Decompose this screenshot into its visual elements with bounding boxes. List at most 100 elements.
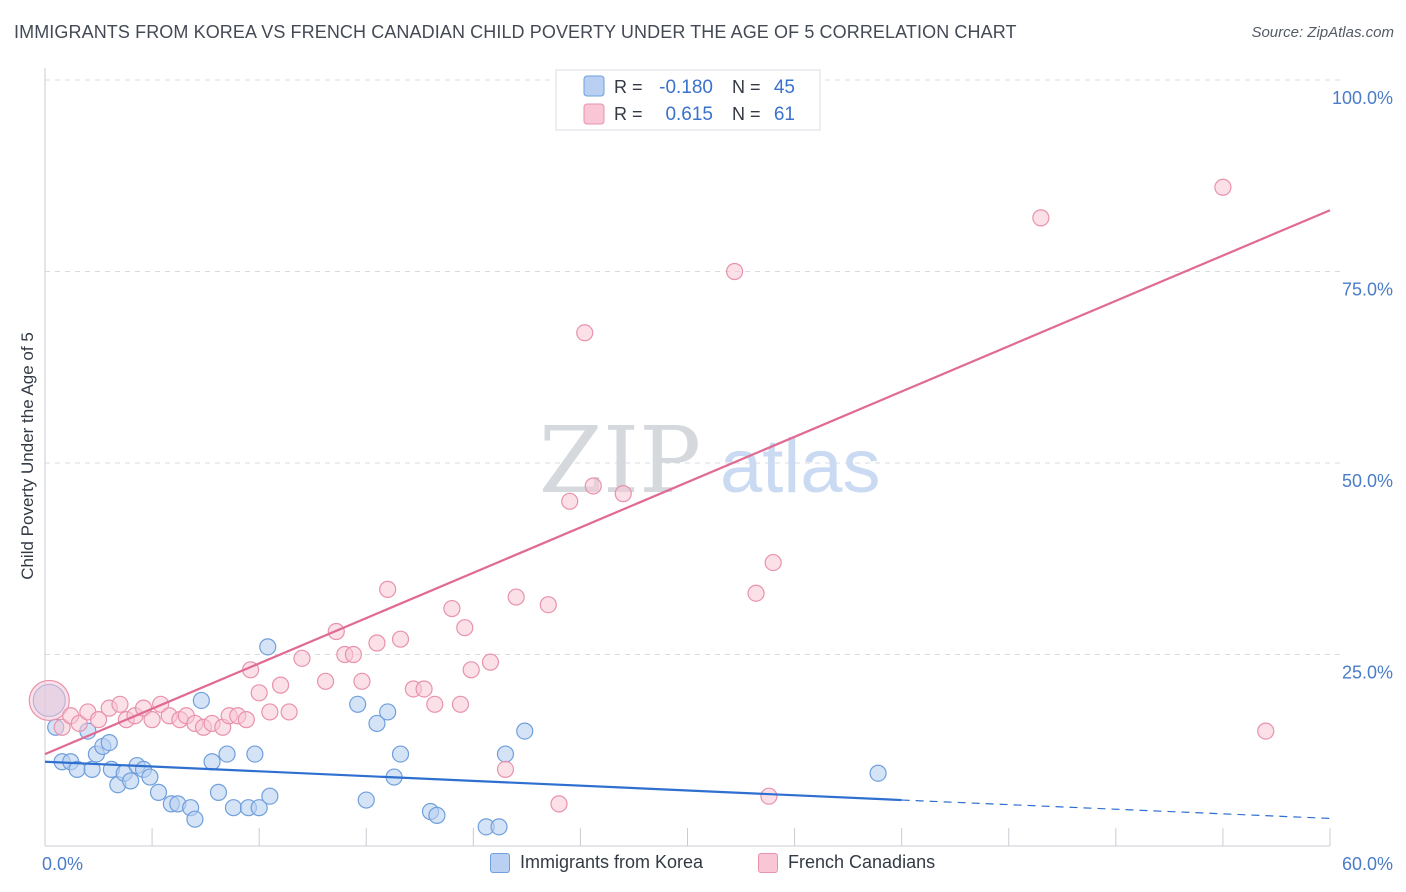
point-french-canadians-35: [379, 580, 397, 598]
point-french-canadians-33: [353, 672, 371, 690]
point-french-canadians-43: [462, 661, 480, 679]
series-korea-points: [32, 638, 887, 836]
point-korea-31: [261, 787, 279, 805]
point-korea-44: [869, 764, 887, 782]
point-french-canadians-27: [280, 703, 298, 721]
point-french-canadians-41: [451, 695, 470, 713]
point-french-canadians-24: [250, 684, 268, 702]
point-french-canadians-52: [614, 485, 632, 503]
point-korea-37: [391, 745, 410, 763]
y-tick-label-2: 75.0%: [1342, 280, 1393, 300]
stats-n-value-0: 45: [774, 77, 795, 98]
point-french-canadians-0: [28, 679, 70, 722]
point-korea-43: [516, 722, 534, 740]
point-french-canadians-59: [1214, 178, 1232, 196]
stats-swatch-pink: [583, 103, 605, 125]
point-french-canadians-48: [550, 795, 568, 813]
x-tick-label-1: 60.0%: [1342, 854, 1393, 874]
stats-n-value-1: 61: [774, 104, 795, 125]
point-korea-22: [192, 691, 210, 710]
point-french-canadians-36: [391, 630, 410, 648]
y-tick-label-0: 25.0%: [1342, 663, 1393, 683]
point-french-canadians-39: [426, 695, 444, 713]
y-tick-label-3: 100.0%: [1332, 88, 1393, 108]
point-french-canadians-11: [143, 711, 161, 729]
legend-swatch-french-canadians: [758, 852, 778, 873]
point-korea-24: [209, 783, 228, 801]
point-french-canadians-60: [1257, 722, 1275, 740]
point-korea-41: [490, 818, 508, 836]
point-korea-42: [496, 745, 515, 763]
point-french-canadians-58: [1032, 209, 1050, 227]
legend-swatch-korea: [490, 852, 510, 873]
point-french-canadians-54: [726, 262, 744, 281]
grid-lines: [45, 79, 1340, 655]
point-french-canadians-49: [561, 492, 579, 510]
legend: Immigrants from Korea French Canadians: [0, 852, 1406, 878]
stats-r-label-0: R =: [614, 77, 643, 97]
trend-line-korea-extension: [901, 799, 1331, 820]
stats-box: R = -0.180 N = 45 R = 0.615 N = 61: [555, 69, 821, 131]
chart-title: IMMIGRANTS FROM KOREA VS FRENCH CANADIAN…: [14, 22, 1017, 42]
point-french-canadians-25: [261, 703, 279, 721]
stats-r-value-1: 0.615: [665, 104, 713, 125]
point-french-canadians-42: [456, 619, 474, 637]
trend-lines: [44, 209, 1331, 820]
point-french-canadians-40: [443, 599, 461, 618]
point-korea-25: [218, 745, 236, 763]
point-french-canadians-28: [293, 649, 311, 667]
stats-r-value-0: -0.180: [659, 77, 713, 98]
legend-item-korea[interactable]: Immigrants from Korea: [490, 852, 703, 873]
point-french-canadians-32: [344, 645, 362, 664]
point-korea-26: [224, 799, 243, 817]
stats-r-label-1: R =: [614, 104, 643, 124]
point-korea-32: [349, 695, 367, 713]
point-korea-30: [259, 638, 277, 656]
y-axis-label: Child Poverty Under the Age of 5: [18, 332, 37, 580]
point-korea-16: [141, 768, 159, 786]
point-french-canadians-22: [237, 711, 255, 729]
point-korea-21: [186, 810, 204, 828]
point-korea-33: [357, 791, 375, 809]
tick-labels: 25.0% 50.0% 75.0% 100.0% 0.0% 60.0%: [42, 88, 1393, 874]
point-french-canadians-55: [747, 584, 765, 602]
point-french-canadians-44: [481, 653, 500, 671]
point-french-canadians-38: [415, 680, 433, 698]
x-tick-label-0: 0.0%: [42, 854, 83, 874]
stats-swatch-blue: [583, 75, 605, 97]
point-french-canadians-1: [53, 718, 71, 736]
point-korea-13: [122, 772, 140, 790]
y-tick-label-1: 50.0%: [1342, 471, 1393, 491]
legend-label-korea: Immigrants from Korea: [520, 852, 704, 872]
point-korea-23: [203, 753, 221, 771]
trend-line-korea: [44, 760, 902, 802]
point-korea-35: [379, 703, 397, 721]
stats-n-label-0: N =: [732, 77, 761, 97]
point-french-canadians-51: [584, 477, 602, 495]
source-label: Source: ZipAtlas.com: [1251, 24, 1394, 41]
point-french-canadians-29: [316, 672, 335, 690]
point-french-canadians-46: [507, 588, 525, 606]
legend-item-french-canadians[interactable]: French Canadians: [758, 852, 935, 873]
legend-label-french-canadians: French Canadians: [788, 852, 936, 872]
point-korea-9: [100, 733, 118, 752]
point-korea-17: [149, 783, 168, 801]
point-french-canadians-34: [368, 634, 386, 652]
point-korea-34: [368, 714, 386, 733]
watermark-atlas: atlas: [720, 424, 881, 509]
point-french-canadians-50: [576, 324, 594, 342]
point-korea-28: [246, 745, 264, 763]
trend-line-french-canadians: [44, 209, 1331, 756]
stats-n-label-1: N =: [732, 104, 761, 124]
point-korea-39: [428, 806, 446, 824]
point-french-canadians-57: [764, 553, 782, 572]
point-french-canadians-47: [539, 596, 557, 614]
point-french-canadians-26: [271, 676, 290, 694]
point-french-canadians-3: [70, 714, 88, 733]
point-french-canadians-7: [111, 695, 129, 713]
point-korea-29: [250, 799, 268, 817]
point-french-canadians-56: [760, 787, 778, 805]
point-french-canadians-45: [496, 760, 515, 779]
point-french-canadians-5: [89, 711, 108, 729]
